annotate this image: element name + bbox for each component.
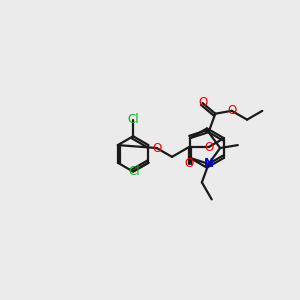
Text: N: N [204,158,214,170]
Text: Cl: Cl [127,113,139,126]
Text: O: O [152,142,161,154]
Text: Cl: Cl [128,165,140,178]
Text: O: O [204,141,213,154]
Text: O: O [227,104,236,117]
Text: O: O [198,97,207,110]
Text: O: O [184,157,194,170]
